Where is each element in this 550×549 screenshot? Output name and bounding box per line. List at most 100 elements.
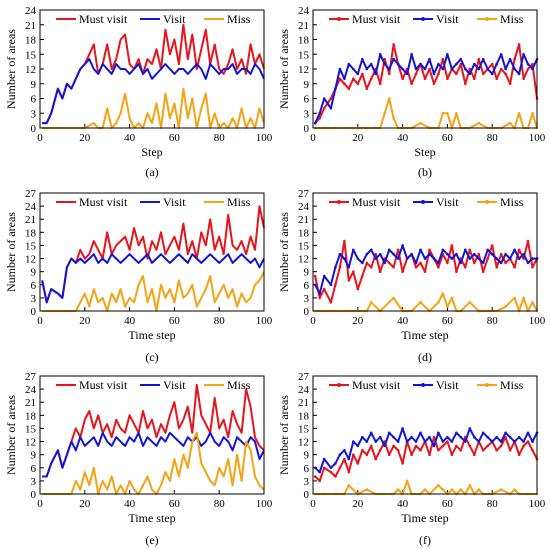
legend-label: Must visit bbox=[352, 195, 401, 209]
data-point bbox=[374, 257, 378, 260]
data-point bbox=[513, 57, 516, 61]
series-line bbox=[42, 271, 265, 312]
data-point bbox=[343, 457, 346, 461]
data-point bbox=[410, 453, 413, 457]
x-axis-label: Time step bbox=[401, 511, 448, 525]
data-point bbox=[522, 53, 525, 56]
data-point bbox=[338, 266, 342, 269]
data-point bbox=[526, 67, 530, 71]
data-point bbox=[441, 440, 445, 443]
x-tick-label: 20 bbox=[352, 132, 364, 144]
data-point bbox=[423, 77, 427, 81]
data-point bbox=[508, 57, 512, 61]
data-point bbox=[410, 252, 413, 256]
y-tick-label: 0 bbox=[304, 123, 310, 135]
data-point bbox=[428, 453, 431, 457]
data-point bbox=[437, 72, 440, 76]
y-tick-label: 21 bbox=[298, 214, 309, 226]
y-axis-label: Number of areas bbox=[277, 395, 291, 475]
data-point bbox=[437, 449, 440, 452]
x-axis-label: Step bbox=[414, 145, 435, 159]
x-axis-label: Time step bbox=[128, 511, 175, 525]
data-point bbox=[401, 427, 404, 430]
data-point bbox=[392, 266, 395, 269]
series-miss bbox=[313, 479, 539, 496]
data-point bbox=[531, 112, 534, 115]
legend-item: Miss bbox=[204, 378, 251, 392]
data-point bbox=[441, 444, 445, 448]
x-tick-label: 60 bbox=[169, 315, 181, 327]
data-point bbox=[401, 244, 404, 247]
data-point bbox=[313, 466, 317, 470]
data-point bbox=[504, 261, 507, 265]
legend-item: Miss bbox=[204, 195, 251, 209]
legend-marker bbox=[337, 17, 341, 21]
x-tick-label: 60 bbox=[169, 132, 181, 144]
data-point bbox=[477, 257, 481, 260]
data-point bbox=[419, 62, 422, 66]
data-point bbox=[361, 435, 364, 439]
data-point bbox=[369, 266, 373, 269]
data-point bbox=[499, 488, 503, 491]
data-point bbox=[387, 97, 391, 100]
data-point bbox=[455, 72, 458, 76]
legend-label: Miss bbox=[500, 378, 524, 392]
data-point bbox=[473, 435, 476, 439]
data-point bbox=[486, 248, 490, 252]
y-axis-label: Number of areas bbox=[4, 29, 18, 109]
data-point bbox=[499, 67, 503, 71]
x-tick-label: 20 bbox=[79, 315, 91, 327]
data-point bbox=[338, 453, 342, 457]
data-point bbox=[374, 457, 378, 461]
data-point bbox=[423, 67, 427, 71]
data-point bbox=[486, 67, 490, 71]
data-point bbox=[499, 252, 503, 256]
data-point bbox=[369, 444, 373, 448]
data-point bbox=[387, 72, 391, 76]
data-point bbox=[450, 453, 454, 457]
data-point bbox=[441, 57, 445, 61]
y-tick-label: 15 bbox=[298, 423, 310, 435]
data-point bbox=[405, 479, 409, 483]
legend-marker bbox=[485, 17, 489, 21]
y-tick-label: 9 bbox=[304, 450, 310, 462]
data-point bbox=[378, 449, 382, 452]
data-point bbox=[490, 62, 494, 66]
x-tick-label: 40 bbox=[124, 132, 136, 144]
data-point bbox=[428, 67, 431, 71]
data-point bbox=[369, 77, 373, 81]
data-point bbox=[387, 431, 391, 435]
data-point bbox=[450, 296, 454, 300]
data-point bbox=[392, 57, 395, 61]
data-point bbox=[468, 67, 472, 71]
y-tick-label: 15 bbox=[298, 240, 310, 252]
data-point bbox=[383, 62, 387, 66]
data-point bbox=[517, 112, 521, 115]
data-point bbox=[526, 62, 530, 66]
data-point bbox=[459, 62, 463, 66]
data-point bbox=[495, 257, 499, 260]
data-point bbox=[513, 440, 516, 443]
data-point bbox=[522, 257, 525, 260]
data-point bbox=[343, 257, 346, 260]
data-point bbox=[347, 484, 351, 487]
data-point bbox=[517, 248, 521, 252]
data-point bbox=[329, 470, 333, 474]
data-point bbox=[495, 62, 499, 66]
data-point bbox=[441, 67, 445, 71]
data-point bbox=[450, 440, 454, 443]
plot-frame bbox=[39, 375, 265, 495]
data-point bbox=[517, 435, 521, 439]
data-point bbox=[365, 440, 369, 443]
data-point bbox=[356, 462, 360, 465]
series-must-visit bbox=[42, 23, 265, 125]
data-point bbox=[405, 440, 409, 443]
y-tick-label: 12 bbox=[25, 64, 36, 76]
data-point bbox=[455, 431, 458, 435]
data-point bbox=[490, 440, 494, 443]
x-tick-label: 80 bbox=[487, 315, 499, 327]
data-point bbox=[369, 248, 373, 252]
data-point bbox=[464, 67, 467, 71]
y-tick-label: 21 bbox=[298, 20, 309, 32]
x-tick-label: 40 bbox=[124, 315, 136, 327]
